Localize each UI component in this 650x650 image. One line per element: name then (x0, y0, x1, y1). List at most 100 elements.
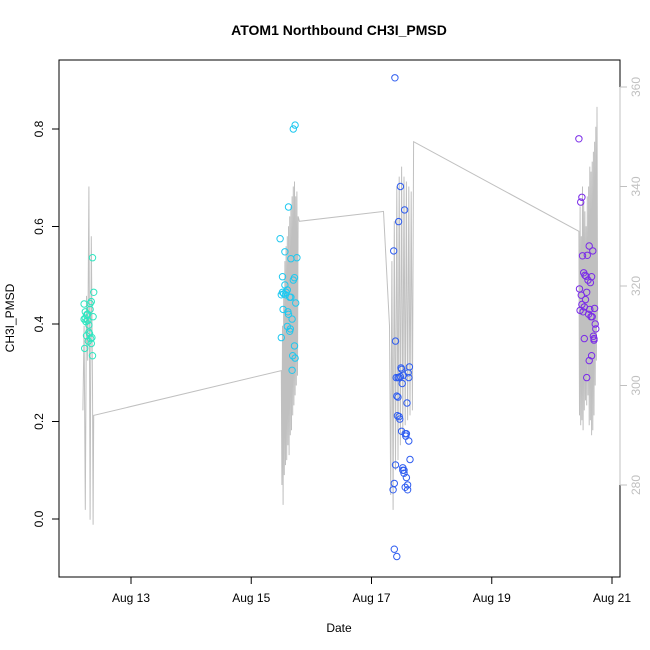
data-point (391, 337, 400, 345)
data-point (580, 303, 588, 311)
data-point (276, 235, 284, 243)
data-point (81, 314, 90, 322)
y-tick-label: 0.4 (32, 315, 46, 332)
data-point (88, 352, 97, 360)
data-point (583, 373, 591, 382)
x-tick-label: Aug 21 (593, 591, 631, 605)
data-point (397, 365, 406, 373)
y2-tick-label: 280 (629, 475, 643, 495)
y-tick-label: 0.6 (32, 218, 46, 235)
data-point (391, 74, 399, 82)
data-point (403, 481, 412, 489)
data-point (84, 310, 92, 318)
data-point (591, 320, 599, 328)
y2-tick-label: 300 (629, 375, 643, 395)
data-point (402, 473, 411, 482)
data-point (290, 342, 299, 350)
data-point (592, 325, 600, 333)
data-point (281, 248, 289, 256)
y2-tick-label: 340 (629, 176, 643, 196)
y2-tick-label: 360 (629, 77, 643, 97)
data-point (292, 299, 300, 307)
data-point (289, 125, 297, 133)
data-point (400, 469, 408, 477)
data-point (585, 242, 593, 250)
data-point (405, 363, 414, 371)
data-point (394, 217, 403, 226)
data-point (403, 486, 412, 494)
data-point (588, 313, 596, 321)
data-point (291, 354, 299, 362)
data-point (587, 352, 596, 360)
data-point (87, 297, 96, 306)
y2-axis: 280 300 320 340 360 (619, 77, 643, 495)
data-point (88, 254, 97, 262)
data-point (393, 392, 401, 400)
data-point (590, 304, 599, 313)
data-point (82, 317, 90, 326)
x-tick-label: Aug 17 (352, 591, 390, 605)
data-point (575, 135, 583, 143)
y-axis: 0.0 0.2 0.4 0.6 0.8 (32, 120, 60, 527)
data-point (582, 272, 590, 280)
data-point (398, 379, 406, 388)
data-point (394, 393, 402, 401)
data-point (281, 281, 289, 289)
data-point (402, 430, 411, 438)
data-point (581, 295, 590, 304)
y-tick-label: 0.8 (32, 120, 46, 137)
data-point (403, 399, 411, 407)
y-axis-label: CH3I_PMSD (3, 283, 17, 352)
chart-title: ATOM1 Northbound CH3I_PMSD (231, 22, 447, 38)
data-point (291, 121, 299, 129)
data-point (393, 552, 401, 561)
data-point (395, 373, 403, 382)
data-point (577, 198, 585, 206)
data-point (85, 330, 94, 338)
data-point (86, 299, 94, 308)
data-point (290, 274, 299, 282)
data-point (391, 461, 400, 469)
data-point (81, 344, 89, 353)
data-point (578, 300, 586, 309)
data-point (578, 193, 586, 202)
data-point (400, 466, 408, 474)
data-point (405, 373, 413, 382)
y-tick-label: 0.2 (32, 413, 46, 430)
data-point (390, 247, 398, 255)
data-point (284, 203, 293, 211)
x-axis: Aug 13 Aug 15 Aug 17 Aug 19 Aug 21 (112, 576, 631, 605)
data-point (390, 545, 398, 553)
plot-area-frame (58, 59, 621, 578)
data-point (575, 285, 584, 293)
data-point (277, 333, 285, 342)
data-point (396, 182, 405, 191)
data-point (401, 483, 409, 491)
y-tick-label: 0.0 (32, 510, 46, 527)
x-axis-label: Date (326, 621, 352, 635)
data-point (406, 455, 414, 464)
data-point (289, 352, 297, 360)
data-point (396, 415, 404, 423)
data-point (278, 273, 287, 281)
data-point (286, 327, 294, 335)
data-point (288, 315, 296, 323)
data-point (400, 206, 409, 214)
data-point (580, 334, 588, 343)
data-point (579, 308, 587, 316)
data-point (287, 293, 295, 301)
data-point (293, 254, 301, 262)
data-point (583, 288, 591, 296)
data-point (590, 334, 598, 343)
secondary-line-series (82, 106, 599, 525)
x-tick-label: Aug 15 (232, 591, 270, 605)
x-tick-label: Aug 13 (112, 591, 150, 605)
data-point (587, 273, 596, 281)
data-point (278, 288, 287, 296)
data-point (284, 310, 293, 318)
y2-tick-label: 320 (629, 276, 643, 296)
x-tick-label: Aug 19 (473, 591, 511, 605)
data-point (390, 479, 398, 488)
data-point (90, 288, 98, 296)
